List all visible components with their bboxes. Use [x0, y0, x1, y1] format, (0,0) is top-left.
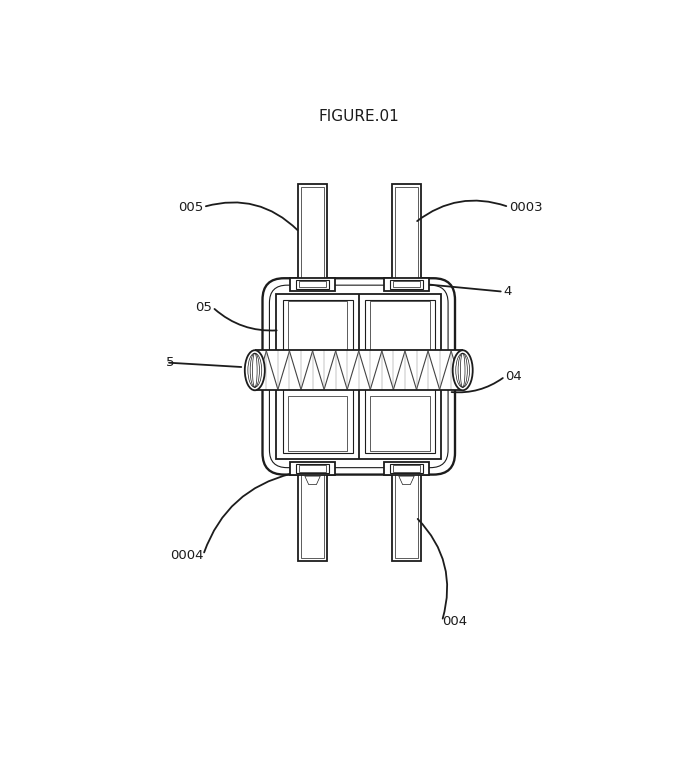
- Ellipse shape: [453, 350, 473, 391]
- Text: FIGURE.01: FIGURE.01: [318, 108, 399, 124]
- Bar: [392, 185, 421, 285]
- Text: 0004: 0004: [169, 548, 203, 561]
- Text: 4: 4: [503, 285, 512, 298]
- FancyBboxPatch shape: [262, 278, 455, 474]
- Bar: [300, 465, 326, 471]
- Bar: [300, 281, 326, 288]
- Polygon shape: [399, 476, 414, 484]
- Bar: [391, 464, 423, 473]
- Bar: [290, 462, 335, 474]
- Bar: [290, 278, 335, 291]
- Text: 05: 05: [195, 301, 213, 314]
- Bar: [370, 396, 430, 451]
- Text: 0003: 0003: [509, 201, 542, 214]
- Bar: [253, 350, 464, 391]
- Bar: [370, 301, 430, 371]
- Bar: [301, 471, 324, 558]
- Bar: [395, 471, 418, 558]
- Bar: [384, 278, 429, 291]
- Bar: [384, 462, 429, 474]
- Text: 04: 04: [505, 370, 522, 383]
- Ellipse shape: [245, 350, 265, 391]
- Bar: [296, 464, 329, 473]
- Bar: [288, 396, 347, 451]
- Bar: [298, 468, 327, 561]
- Bar: [393, 465, 419, 471]
- Text: 005: 005: [178, 201, 203, 214]
- Bar: [283, 300, 353, 453]
- Bar: [298, 185, 327, 285]
- Bar: [296, 280, 329, 289]
- Bar: [288, 301, 347, 371]
- Bar: [395, 188, 418, 281]
- Text: 5: 5: [167, 356, 175, 369]
- Bar: [365, 300, 435, 453]
- Text: 004: 004: [442, 614, 467, 628]
- Bar: [392, 468, 421, 561]
- Polygon shape: [305, 476, 321, 484]
- Bar: [301, 188, 324, 281]
- Bar: [391, 280, 423, 289]
- Bar: [276, 294, 441, 459]
- Bar: [393, 281, 419, 288]
